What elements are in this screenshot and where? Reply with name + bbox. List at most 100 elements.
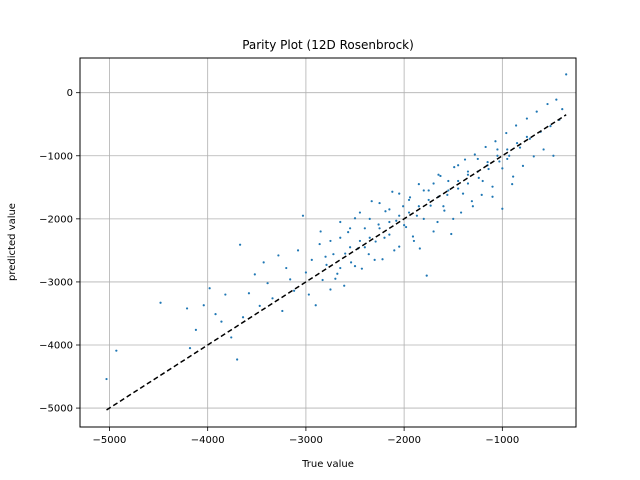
scatter-point	[271, 297, 274, 300]
scatter-point	[339, 220, 342, 224]
scatter-point	[457, 187, 460, 190]
y-tick-label: −5000	[39, 404, 73, 415]
scatter-point	[388, 233, 391, 236]
scatter-point	[230, 336, 233, 339]
y-tick-label: −1000	[39, 151, 73, 162]
scatter-point	[442, 205, 445, 208]
y-tick-label: −3000	[39, 277, 73, 288]
scatter-point	[349, 261, 353, 264]
scatter-point	[427, 189, 430, 192]
scatter-point	[425, 274, 428, 277]
scatter-point	[463, 158, 467, 161]
scatter-point	[403, 224, 406, 227]
scatter-point	[398, 245, 401, 248]
y-tick-label: −2000	[39, 214, 73, 225]
scatter-point	[447, 189, 450, 192]
scatter-point	[518, 146, 522, 149]
scatter-point	[358, 211, 362, 214]
y-tick-label: 0	[67, 88, 73, 99]
scatter-point	[398, 214, 401, 217]
scatter-point	[470, 200, 473, 203]
scatter-point	[241, 316, 245, 319]
scatter-point	[546, 102, 549, 106]
scatter-point	[398, 192, 401, 195]
scatter-point	[285, 266, 288, 270]
scatter-point	[391, 190, 394, 193]
scatter-point	[388, 208, 391, 211]
scatter-point	[439, 174, 442, 178]
scatter-point	[491, 185, 494, 188]
scatter-point	[412, 239, 416, 243]
scatter-point	[484, 145, 487, 149]
y-axis-label: predicted value	[7, 203, 18, 281]
scatter-point	[188, 347, 192, 350]
scatter-point	[501, 207, 504, 210]
scatter-point	[450, 232, 453, 236]
scatter-point	[367, 253, 370, 256]
scatter-point	[353, 217, 357, 220]
scatter-point	[329, 239, 332, 243]
scatter-point	[407, 198, 411, 202]
scatter-point	[549, 125, 552, 128]
scatter-point	[443, 209, 446, 212]
scatter-point	[368, 236, 371, 239]
scatter-point	[266, 282, 269, 285]
scatter-point	[378, 227, 381, 230]
scatter-point	[473, 153, 476, 156]
scatter-point	[236, 358, 239, 361]
scatter-point	[528, 137, 531, 140]
scatter-point	[325, 263, 328, 266]
scatter-point	[480, 193, 483, 196]
scatter-point	[281, 309, 284, 313]
scatter-point	[427, 198, 430, 202]
x-tick-label: −1000	[485, 435, 519, 446]
ticks-layer: −5000 −4000 −3000 −2000 −1000 0 −1000 −2000 −300…	[39, 88, 519, 446]
scatter-point	[525, 135, 528, 138]
scatter-point	[404, 225, 408, 229]
scatter-point	[319, 230, 322, 233]
scatter-point	[339, 236, 342, 239]
scatter-point	[436, 220, 439, 224]
scatter-point	[370, 200, 373, 203]
scatter-point	[422, 189, 425, 192]
scatter-point	[532, 155, 535, 158]
scatter-point	[368, 217, 371, 220]
scatter-point	[535, 110, 538, 113]
y-tick-label: −4000	[39, 341, 73, 352]
scatter-point	[496, 148, 499, 151]
scatter-point	[247, 292, 251, 295]
scatter-point	[310, 258, 313, 261]
scatter-point	[321, 278, 324, 282]
scatter-point	[395, 219, 398, 222]
scatter-point	[377, 223, 380, 226]
x-tick-label: −4000	[191, 435, 225, 446]
scatter-point	[447, 179, 450, 183]
scatter-point	[521, 164, 525, 167]
scatter-point	[494, 140, 497, 143]
scatter-point	[418, 247, 421, 250]
scatter-point	[487, 167, 490, 171]
scatter-point	[105, 377, 108, 381]
scatter-point	[552, 154, 555, 157]
scatter-point	[194, 328, 197, 331]
scatter-point	[481, 179, 484, 183]
scatter-point	[296, 249, 300, 252]
x-tick-label: −3000	[289, 435, 323, 446]
scatter-point	[289, 278, 292, 281]
scatter-point	[334, 277, 337, 280]
scatter-point	[466, 182, 470, 185]
x-axis-label: True value	[301, 459, 354, 470]
scatter-point	[408, 196, 412, 199]
scatter-point	[383, 236, 386, 239]
scatter-point	[393, 249, 396, 252]
scatter-point	[388, 220, 391, 224]
scatter-point	[262, 261, 265, 264]
scatter-point	[347, 230, 350, 234]
scatter-point	[202, 304, 205, 307]
scatter-point	[373, 258, 376, 261]
scatter-point	[477, 176, 480, 179]
scatter-point	[378, 201, 381, 205]
scatter-point	[512, 175, 515, 178]
scatter-point	[506, 157, 509, 161]
